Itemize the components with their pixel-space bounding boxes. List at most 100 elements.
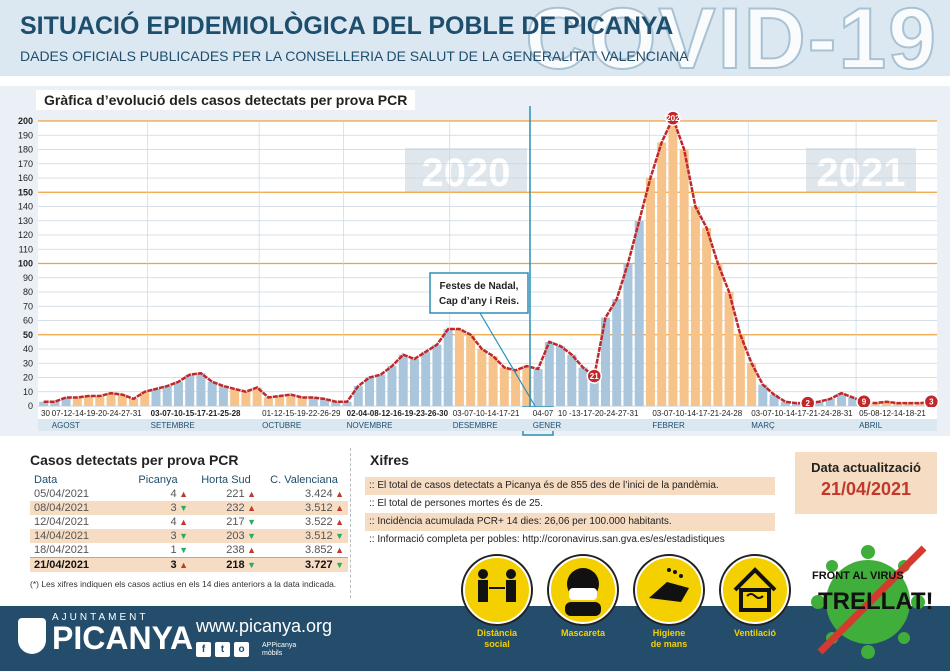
update-label: Data actualització	[811, 460, 921, 475]
marker-label: 2	[806, 399, 811, 408]
instagram-icon[interactable]: o	[234, 642, 249, 657]
bar	[747, 363, 757, 406]
bar	[241, 391, 251, 406]
cell-value: 21/04/2021	[34, 559, 90, 571]
cell-value: 4	[170, 488, 177, 500]
facebook-icon[interactable]: f	[196, 642, 211, 657]
measure-mask: Mascareta	[548, 556, 618, 639]
page-subtitle: DADES OFICIALS PUBLICADES PER LA CONSELL…	[20, 48, 689, 64]
bar	[308, 397, 318, 406]
y-tick-label: 90	[23, 273, 33, 283]
mask-icon	[549, 556, 617, 624]
measure-distance: Distància social	[462, 556, 532, 650]
ajuntament-label: AJUNTAMENT	[52, 612, 149, 623]
bar	[623, 263, 633, 406]
website-link[interactable]: www.picanya.org	[196, 616, 333, 636]
cell-value: 12/04/2021	[34, 516, 90, 528]
measure-label: Ventilació	[733, 628, 777, 638]
x-tick-label: 30	[41, 409, 50, 418]
bar	[129, 398, 139, 406]
bar	[297, 397, 307, 406]
bar	[207, 381, 217, 406]
y-tick-label: 160	[18, 173, 33, 183]
x-tick-label: 07-12-14-19-20-24-27-31	[52, 409, 142, 418]
app-name: APPicanya	[262, 642, 297, 649]
y-tick-label: 190	[18, 130, 33, 140]
bar	[713, 263, 723, 406]
cases-table-title: Casos detectats per prova PCR	[30, 452, 239, 468]
callout-text: Cap d’any i Reis.	[439, 296, 519, 307]
bar	[769, 394, 779, 406]
cell-value: 3	[170, 530, 177, 542]
y-tick-label: 30	[23, 358, 33, 368]
bar	[735, 334, 745, 406]
bar	[893, 403, 903, 406]
bar	[792, 403, 802, 406]
town-name: PICANYA	[52, 620, 194, 656]
twitter-icon[interactable]: t	[215, 642, 230, 657]
bar	[95, 396, 105, 406]
xifres-line: :: Incidència acumulada PCR+ 14 dies: 26…	[365, 513, 775, 531]
xifres-line: :: Informació completa per pobles: http:…	[369, 534, 725, 545]
bar	[443, 329, 453, 406]
bar	[657, 142, 667, 406]
bar	[477, 349, 487, 406]
table-row: 21/04/2021 3 ▲ 218 ▼ 3.727 ▼	[30, 557, 348, 572]
bar	[589, 376, 599, 406]
year-box	[806, 148, 916, 192]
arrow-down-icon: ▼	[332, 560, 344, 570]
col-header-cv: C. Valenciana	[270, 474, 338, 486]
app-label[interactable]: APPicanya mòbils	[262, 642, 296, 658]
x-tick-label: 03-07-10-14-17-21	[453, 409, 520, 418]
arrow-up-icon: ▲	[332, 489, 344, 499]
month-label: OCTUBRE	[262, 421, 301, 430]
callout-text: Festes de Nadal,	[440, 281, 519, 292]
bar	[106, 393, 116, 406]
cell-value: 1	[170, 544, 177, 556]
y-tick-label: 110	[19, 244, 33, 254]
marker	[586, 368, 603, 384]
table-row: 12/04/2021 4 ▲ 217 ▼ 3.522 ▲	[30, 515, 348, 529]
arrow-up-icon: ▲	[332, 517, 344, 527]
bar	[600, 317, 610, 406]
xifres-title: Xifres	[370, 452, 409, 468]
month-label: FEBRER	[652, 421, 685, 430]
bar	[72, 397, 82, 406]
pcr-chart: 2020 2021 0 10 20 30 40 50 60 70 80 90 100 110 120 130 1…	[18, 106, 940, 436]
cell-value: 203	[226, 530, 245, 542]
month-label: DESEMBRE	[453, 421, 498, 430]
month-label: NOVEMBRE	[347, 421, 393, 430]
measure-label: Higiene	[652, 628, 686, 638]
bar	[320, 398, 330, 406]
arrow-up-icon: ▲	[244, 545, 256, 555]
cell-value: 3	[170, 559, 177, 571]
arrow-up-icon: ▲	[176, 489, 188, 499]
month-label: AGOST	[52, 421, 80, 430]
cases-table: Data Picanya Horta Sud C. Valenciana 05/…	[30, 473, 348, 572]
bar	[870, 403, 880, 406]
cell-value: 4	[170, 516, 177, 528]
measure-label-2: social	[484, 639, 510, 649]
shield-icon	[18, 618, 46, 654]
arrow-up-icon: ▲	[244, 503, 256, 513]
table-note: (*) Les xifres indiquen els casos actius…	[30, 579, 337, 589]
col-header-horta: Horta Sud	[201, 474, 251, 486]
y-tick-label: 50	[23, 330, 33, 340]
bar	[578, 367, 588, 406]
arrow-down-icon: ▼	[244, 531, 256, 541]
month-label: MARÇ	[751, 421, 775, 430]
bar	[252, 387, 262, 406]
bar	[331, 401, 341, 406]
bar	[904, 403, 914, 406]
cell-value: 221	[226, 488, 245, 500]
x-tick-label: 03-07-10-15-17-21-25-28	[151, 409, 241, 418]
marker-label: 3	[929, 398, 934, 407]
bar	[825, 398, 835, 406]
bar	[724, 292, 734, 406]
bar	[634, 220, 644, 406]
cell-value: 217	[226, 516, 245, 528]
y-tick-label: 60	[23, 316, 33, 326]
bar	[848, 397, 858, 406]
bar	[511, 370, 521, 406]
arrow-up-icon: ▲	[332, 503, 344, 513]
